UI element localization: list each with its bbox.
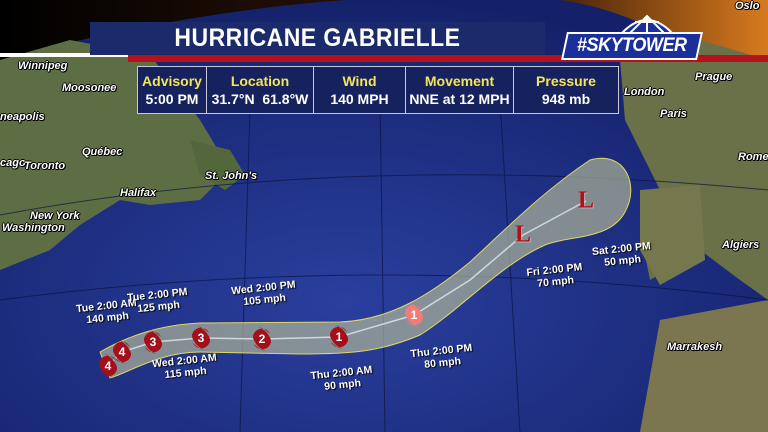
city-label: St. John's	[205, 170, 258, 182]
iberia-land	[640, 185, 705, 285]
header-red-stripe	[128, 55, 768, 62]
skytower-logo: #SKYTOWER	[561, 10, 703, 60]
city-label: London	[624, 86, 665, 98]
city-label: Rome	[738, 151, 768, 163]
city-label: cago	[0, 157, 26, 169]
category-number: 4	[118, 345, 126, 359]
city-label: Toronto	[24, 160, 66, 172]
city-label: Moosonee	[62, 82, 117, 94]
logo-text: #SKYTOWER	[577, 35, 687, 56]
north-africa-land	[640, 300, 768, 432]
hurricane-symbol-icon: 4	[95, 353, 121, 379]
title-bar: HURRICANE GABRIELLE	[90, 22, 545, 55]
advisory-cell: Advisory 5:00 PM	[138, 67, 207, 113]
wind-cell: Wind 140 MPH	[314, 67, 406, 113]
city-label: Algiers	[722, 239, 760, 251]
city-label: Winnipeg	[18, 60, 68, 72]
low-pressure-symbol: L	[514, 221, 532, 248]
newfoundland-land	[190, 140, 245, 190]
city-label: Paris	[660, 108, 687, 120]
category-number: 4	[104, 359, 112, 373]
location-cell: Location 31.7°N 61.8°W	[207, 67, 314, 113]
category-number: 3	[149, 335, 157, 349]
forecast-cone	[99, 157, 632, 379]
category-number: 3	[197, 331, 205, 345]
low-pressure-symbol: L	[577, 187, 595, 214]
hurricane-symbol-icon: 3	[188, 325, 214, 351]
movement-cell: Movement NNE at 12 MPH	[406, 67, 514, 113]
hurricane-symbol-icon: 1	[401, 302, 427, 328]
advisory-table: Advisory 5:00 PM Location 31.7°N 61.8°W Wi…	[137, 66, 619, 114]
city-label: Prague	[695, 71, 733, 83]
city-label: Oslo	[735, 0, 760, 12]
category-number: 2	[258, 332, 266, 346]
hurricane-symbol-icon: 2	[249, 326, 275, 352]
city-label: Washington	[2, 222, 65, 234]
category-number: 1	[335, 330, 343, 344]
hurricane-symbol-icon: 4	[109, 339, 135, 365]
city-label: Marrakesh	[667, 341, 723, 353]
city-label: neapolis	[0, 111, 45, 123]
hurricane-symbol-icon: 3	[140, 329, 166, 355]
city-label: Québec	[82, 146, 123, 158]
graticule	[0, 99, 768, 432]
hurricane-symbol-icon: 1	[326, 324, 352, 350]
city-label: Halifax	[120, 187, 157, 199]
pressure-cell: Pressure 948 mb	[536, 73, 596, 107]
page-title: HURRICANE GABRIELLE	[174, 24, 461, 52]
forecast-track-line	[107, 200, 587, 367]
city-label: New York	[30, 210, 80, 222]
header-white-stripe	[0, 53, 130, 57]
category-number: 1	[410, 308, 418, 322]
